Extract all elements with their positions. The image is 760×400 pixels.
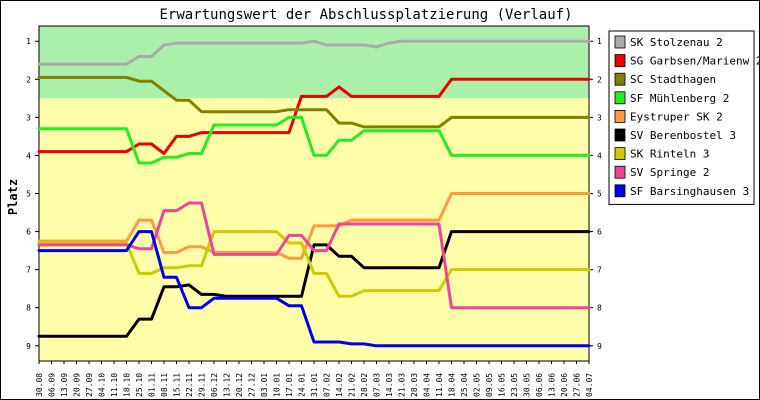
series-line-sf-m-hlenberg-2: [37, 115, 591, 165]
series-line-sk-stolzenau-2: [37, 39, 591, 66]
series-line-sg-garbsen-marienw-2: [37, 77, 591, 155]
y-tick-label-left: 7: [26, 266, 31, 275]
legend-label: SV Berenbostel 3: [630, 129, 736, 142]
legend-label: SV Springe 2: [630, 166, 709, 179]
x-tick-label: 21.03: [398, 373, 407, 397]
x-tick-label: 09.05: [485, 373, 494, 397]
legend-swatch: [614, 128, 626, 142]
x-tick-label: 14.02: [335, 373, 344, 397]
legend-swatch: [614, 91, 626, 105]
legend-swatch: [614, 54, 626, 67]
x-tick-label: 16.05: [498, 373, 507, 397]
x-tick-label: 07.03: [373, 373, 382, 397]
y-tick-label-right: 4: [597, 151, 602, 160]
legend-label: SG Garbsen/Marienw 2: [630, 55, 759, 68]
y-tick-label-right: 8: [597, 304, 602, 313]
legend-label: SK Stolzenau 2: [630, 36, 723, 49]
x-tick-label: 22.11: [185, 373, 194, 397]
x-tick-label: 10.01: [273, 373, 282, 397]
y-tick-label-right: 1: [597, 37, 602, 46]
y-tick-label-left: 5: [26, 190, 31, 199]
series-group: [37, 39, 591, 348]
series-line-sk-rinteln-3: [37, 230, 591, 298]
zone-promotion: [39, 26, 589, 99]
x-tick-label: 04.04: [423, 373, 432, 397]
x-tick-label: 18.04: [448, 373, 457, 397]
y-tick-label-left: 3: [26, 113, 31, 122]
x-tick-label: 30.05: [523, 373, 532, 397]
y-tick-label-left: 6: [26, 228, 31, 237]
legend-label: Eystruper SK 2: [630, 110, 723, 123]
x-tick-label: 27.09: [85, 373, 94, 397]
y-tick-label-right: 6: [597, 228, 602, 237]
x-tick-label: 15.11: [173, 373, 182, 397]
x-tick-label: 13.12: [223, 373, 232, 397]
x-tick-label: 18.10: [123, 373, 132, 397]
y-tick-label-left: 2: [26, 75, 31, 84]
series-line-sv-berenbostel-3: [37, 230, 591, 338]
y-axis-label: Platz: [6, 179, 20, 215]
y-tick-label-left: 1: [26, 37, 31, 46]
y-tick-label-right: 2: [597, 75, 602, 84]
x-tick-label: 29.11: [198, 373, 207, 397]
series-line-eystruper-sk-2: [37, 192, 591, 260]
x-tick-label: 25.04: [460, 373, 469, 397]
y-tick-label-left: 8: [26, 304, 31, 313]
legend-swatch: [614, 110, 626, 123]
y-tick-label-right: 7: [597, 266, 602, 275]
x-tick-label: 28.03: [410, 373, 419, 397]
x-tick-label: 27.06: [573, 373, 582, 397]
legend-swatch: [614, 147, 626, 161]
x-tick-label: 13.06: [548, 373, 557, 397]
x-tick-label: 31.01: [310, 373, 319, 397]
legend-box: [608, 30, 755, 205]
x-tick-label: 02.05: [473, 373, 482, 397]
legend-label: SF Barsinghausen 3: [630, 185, 749, 198]
x-tick-label: 27.12: [248, 373, 257, 397]
x-tick-label: 20.09: [73, 373, 82, 397]
x-tick-label: 28.02: [360, 373, 369, 397]
x-tick-label: 14.03: [385, 373, 394, 397]
x-tick-label: 21.02: [348, 373, 357, 397]
y-tick-label-right: 5: [597, 190, 602, 199]
axis-ticks: 1 12 23 34 45 56 67 78 89 930.08 06.09 13.09 20.09 27…: [26, 37, 602, 397]
legend-label: SK Rinteln 3: [630, 148, 709, 161]
x-tick-label: 08.11: [160, 373, 169, 397]
x-tick-label: 23.05: [510, 373, 519, 397]
x-tick-label: 06.09: [48, 373, 57, 397]
legend-swatch: [614, 72, 626, 86]
y-tick-label-left: 4: [26, 151, 31, 160]
x-tick-label: 11.04: [435, 373, 444, 397]
x-tick-label: 17.01: [285, 373, 294, 397]
x-tick-label: 01.11: [148, 373, 157, 397]
legend-label: SC Stadthagen: [630, 73, 716, 86]
x-tick-label: 07.02: [323, 373, 332, 397]
x-tick-label: 06.12: [210, 373, 219, 397]
legend-swatch: [614, 184, 626, 198]
x-tick-label: 30.08: [35, 373, 44, 397]
x-tick-label: 11.10: [110, 373, 119, 397]
chart-title: Erwartungswert der Abschlussplatzierung …: [159, 7, 572, 23]
legend-label: SF Mühlenberg 2: [630, 92, 729, 105]
y-tick-label-right: 3: [597, 113, 602, 122]
x-tick-label: 03.01: [260, 373, 269, 397]
y-tick-label-right: 9: [597, 342, 602, 351]
x-tick-label: 20.12: [235, 373, 244, 397]
x-tick-label: 20.06: [560, 373, 569, 397]
y-tick-label-left: 9: [26, 342, 31, 351]
legend-swatch: [614, 35, 626, 49]
legend: SK Stolzenau 2 SG Garbsen/Marienw 2 SC Sta…: [608, 30, 759, 205]
x-tick-label: 25.10: [135, 373, 144, 397]
x-tick-label: 13.09: [60, 373, 69, 397]
x-tick-label: 04.07: [585, 373, 594, 397]
series-line-sc-stadthagen: [37, 75, 591, 129]
legend-swatch: [614, 165, 626, 179]
x-tick-label: 06.06: [535, 373, 544, 397]
x-tick-label: 24.01: [298, 373, 307, 397]
series-line-sf-barsinghausen-3: [37, 230, 591, 348]
x-tick-label: 04.10: [98, 373, 107, 397]
